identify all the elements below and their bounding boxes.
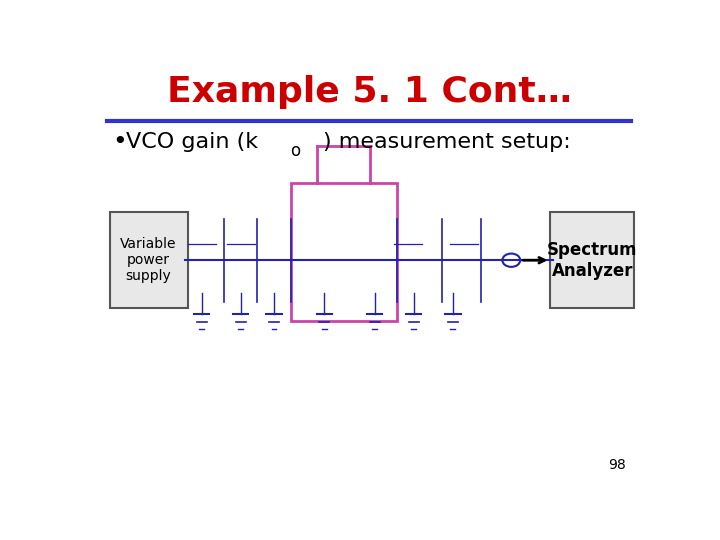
Text: 98: 98	[608, 458, 626, 472]
Text: Spectrum
Analyzer: Spectrum Analyzer	[547, 241, 637, 280]
FancyBboxPatch shape	[550, 212, 634, 308]
FancyBboxPatch shape	[109, 212, 188, 308]
Text: o: o	[290, 142, 300, 160]
Bar	[291, 183, 397, 321]
Text: Example 5. 1 Cont…: Example 5. 1 Cont…	[166, 75, 572, 109]
Text: •: •	[112, 130, 127, 154]
Text: ) measurement setup:: ) measurement setup:	[323, 132, 570, 152]
Text: VCO gain (k: VCO gain (k	[126, 132, 258, 152]
Text: Variable
power
supply: Variable power supply	[120, 237, 177, 284]
